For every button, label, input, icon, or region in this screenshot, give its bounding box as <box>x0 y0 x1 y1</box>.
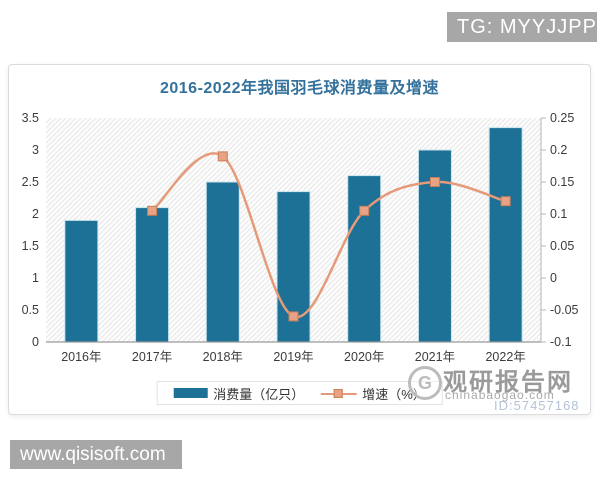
right-axis-tick-label: 0.25 <box>550 111 574 125</box>
watermark-id: ID:57457168 <box>494 398 580 413</box>
left-axis-tick-label: 3 <box>32 143 39 157</box>
bar-2018年 <box>205 181 240 343</box>
x-axis-category-label: 2021年 <box>415 350 455 364</box>
chart-legend: 消费量（亿只） 增速（%） <box>156 381 443 405</box>
right-axis-tick-label: 0.1 <box>550 207 567 221</box>
chart-title: 2016-2022年我国羽毛球消费量及增速 <box>159 80 440 97</box>
left-axis-tick-label: 1.5 <box>22 239 39 253</box>
legend-label-consumption: 消费量（亿只） <box>213 386 305 402</box>
x-axis-category-label: 2022年 <box>485 350 525 364</box>
left-axis-tick-label: 2.5 <box>22 175 39 189</box>
growth-marker-2020年 <box>359 205 370 216</box>
right-axis-tick-label: 0.05 <box>550 239 574 253</box>
chart-canvas: 0 0.5 1 1.5 2 2.5 3 3.5 -0.1 -0.05 0 0.05 0.1 0.15 0.2… <box>22 111 579 364</box>
x-axis-category-label: 2020年 <box>344 350 384 364</box>
left-axis-tick-label: 2 <box>32 207 39 221</box>
right-axis-tick-label: 0.2 <box>550 143 567 157</box>
legend-item-consumption: 消费量（亿只） <box>173 384 304 403</box>
tg-contact-badge: TG: MYYJJPP <box>447 12 597 42</box>
growth-marker-2022年 <box>500 196 511 207</box>
watermark-domain: chinabaogao.com <box>445 388 555 402</box>
watermark-logo-icon: G <box>408 366 442 400</box>
x-axis-category-label: 2019年 <box>273 350 313 364</box>
left-axis-tick-label: 1 <box>32 271 39 285</box>
x-axis-category-label: 2016年 <box>61 350 101 364</box>
bar-2017年 <box>135 207 170 343</box>
right-axis-tick-label: -0.05 <box>550 303 579 317</box>
line-series-swatch <box>320 388 357 398</box>
x-axis-category-label: 2017年 <box>132 350 172 364</box>
right-axis-tick-label: 0 <box>550 271 557 285</box>
growth-marker-2017年 <box>147 205 158 216</box>
growth-marker-2018年 <box>217 151 228 162</box>
bar-2016年 <box>64 219 99 343</box>
left-axis-tick-label: 3.5 <box>22 111 39 125</box>
watermark-brand: 观研报告网 <box>443 369 573 396</box>
x-axis-category-label: 2018年 <box>203 350 243 364</box>
left-axis-tick-label: 0 <box>32 335 39 349</box>
right-axis-tick-label: -0.1 <box>550 335 572 349</box>
left-axis-tick-label: 0.5 <box>22 303 39 317</box>
right-axis-tick-label: 0.15 <box>550 175 574 189</box>
site-url-text: www.qisisoft.com <box>20 443 166 465</box>
site-url-badge: www.qisisoft.com <box>10 440 182 469</box>
tg-contact-text: TG: MYYJJPP <box>457 15 597 38</box>
growth-marker-2021年 <box>429 177 440 187</box>
growth-marker-2019年 <box>288 311 299 322</box>
bar-series-swatch <box>173 388 208 398</box>
bar-2022年 <box>488 127 523 343</box>
chart-card: 2016-2022年我国羽毛球消费量及增速 0 0.5 1 1.5 2 2.5 3 3.5 -0… <box>8 64 591 415</box>
